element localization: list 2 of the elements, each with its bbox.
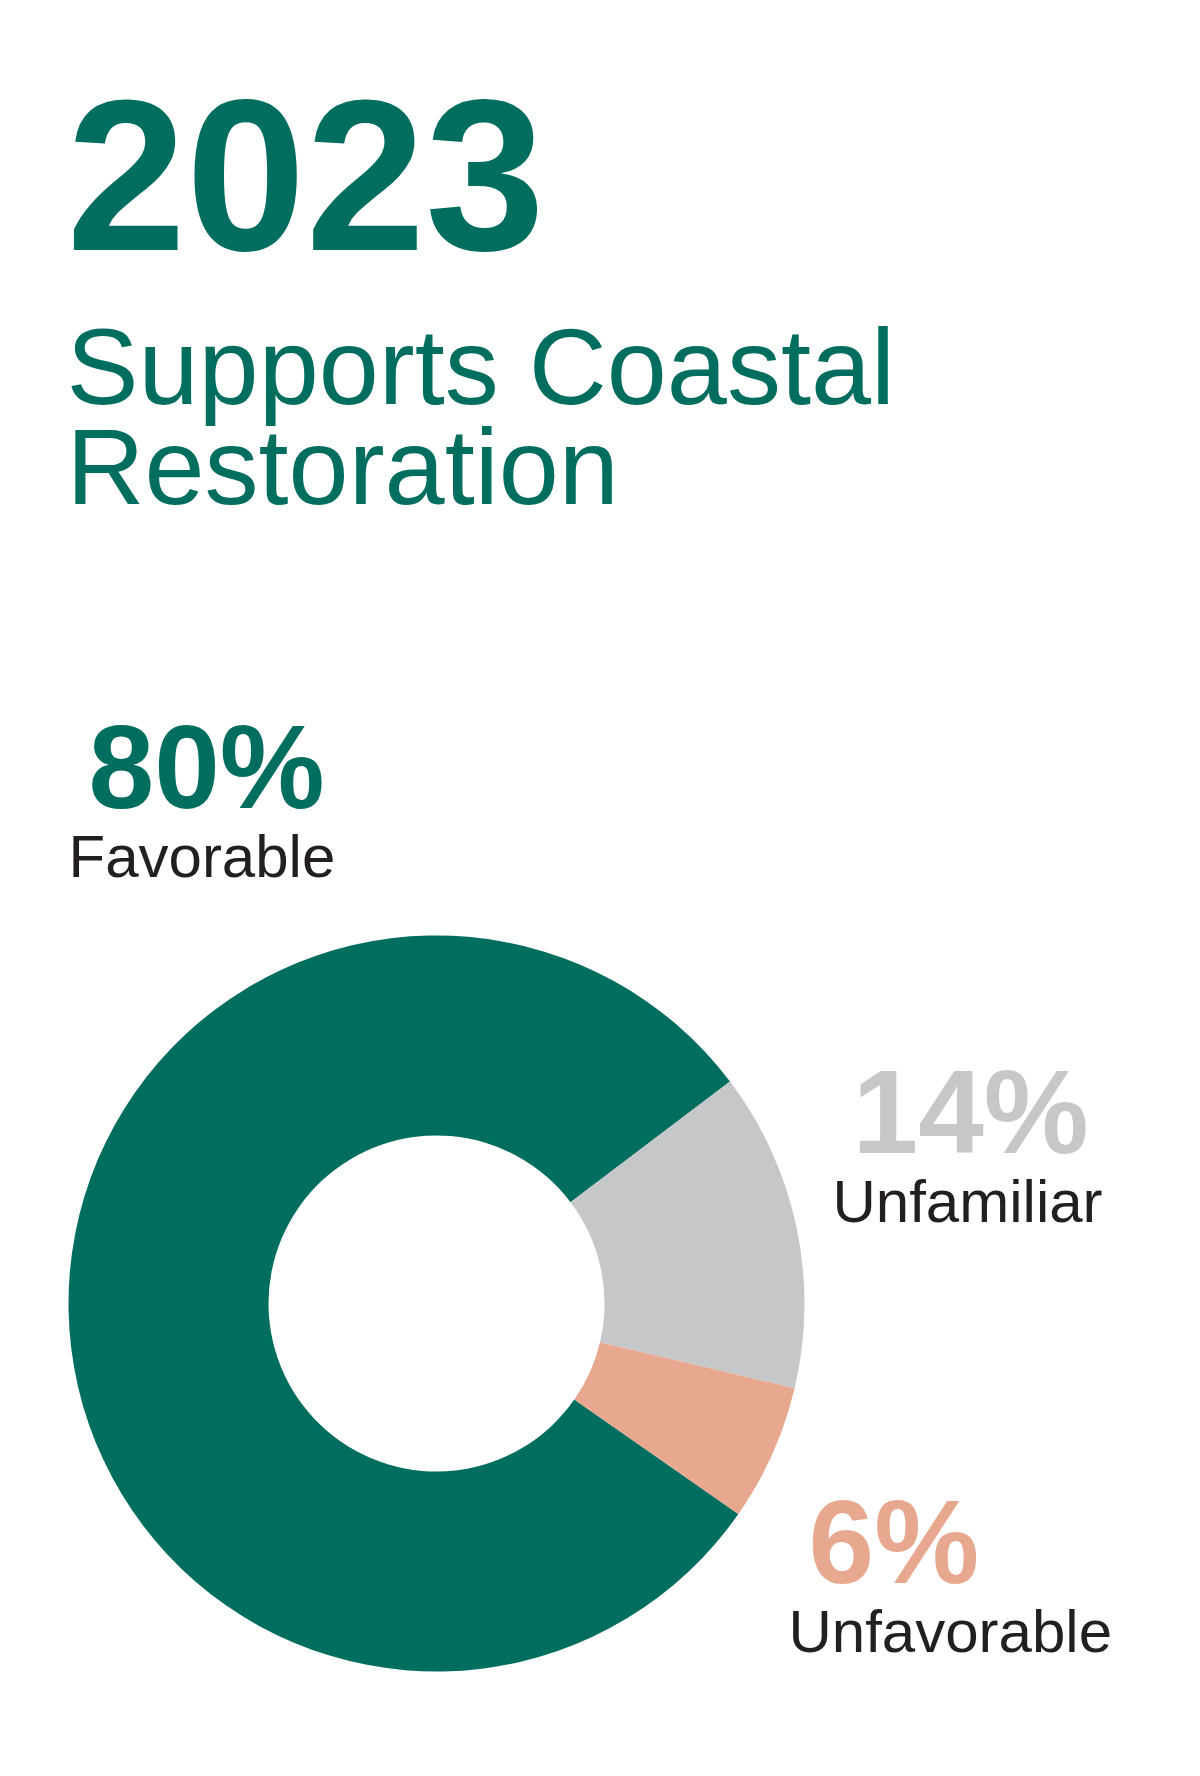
chart-subtitle: Supports Coastal Restoration — [66, 305, 895, 527]
chart-title: 2023 — [66, 54, 545, 296]
